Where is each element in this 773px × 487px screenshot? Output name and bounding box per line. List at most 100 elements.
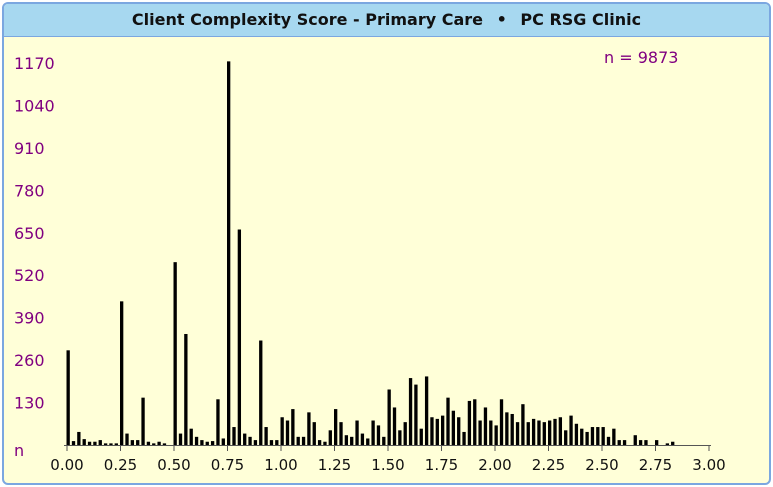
y-tick-label: 1040 xyxy=(14,96,55,115)
histogram-bar xyxy=(87,441,92,445)
histogram-bar xyxy=(590,427,595,445)
x-tick-label: 0.25 xyxy=(104,456,137,474)
histogram-bar xyxy=(210,441,215,445)
histogram-bar xyxy=(301,436,306,445)
x-tick-label: 2.00 xyxy=(478,456,511,474)
histogram-bar xyxy=(419,428,423,445)
y-axis-label: n xyxy=(14,441,24,460)
x-tick-label: 1.00 xyxy=(264,456,297,474)
y-tick-label: 130 xyxy=(14,394,45,413)
histogram-bar xyxy=(655,440,659,445)
histogram-bar xyxy=(259,340,263,445)
histogram-bar xyxy=(157,441,161,445)
x-tick-label: 2.50 xyxy=(585,456,618,474)
y-tick-label: 390 xyxy=(14,309,45,328)
histogram-bar xyxy=(205,441,209,445)
histogram-bar xyxy=(612,428,616,445)
histogram-bar xyxy=(152,443,156,445)
histogram-bar xyxy=(136,440,140,445)
histogram-bar xyxy=(542,422,546,445)
histogram-bar xyxy=(617,440,621,445)
histogram-bar xyxy=(408,378,413,445)
histogram-bar xyxy=(606,436,611,445)
histogram-bar xyxy=(499,399,504,445)
x-tick-label: 0.75 xyxy=(211,456,244,474)
histogram-bar xyxy=(430,417,434,445)
histogram-bar xyxy=(360,433,365,445)
x-tick-label: 0.00 xyxy=(50,456,83,474)
histogram-bar xyxy=(125,433,129,445)
histogram-bar xyxy=(194,436,199,445)
histogram-bar xyxy=(339,422,343,445)
histogram-bar xyxy=(227,61,231,445)
histogram-bar xyxy=(178,433,183,445)
histogram-bar xyxy=(355,420,359,445)
histogram-bar xyxy=(66,350,70,445)
histogram-bar xyxy=(489,420,493,445)
histogram-bar xyxy=(569,415,573,445)
histogram-bar xyxy=(216,399,220,445)
histogram-bar xyxy=(103,443,108,445)
histogram-bar xyxy=(553,418,557,445)
histogram-bar xyxy=(596,427,600,445)
histogram-bar xyxy=(93,441,97,445)
histogram-bar xyxy=(671,441,675,445)
sample-size-annotation: n = 9873 xyxy=(604,48,678,67)
histogram-bar xyxy=(264,427,268,445)
histogram-bar xyxy=(71,441,76,445)
histogram-bar xyxy=(531,418,536,445)
histogram-bar xyxy=(269,440,274,445)
histogram-bar xyxy=(114,443,118,445)
chart-title: Client Complexity Score - Primary Care xyxy=(131,10,484,29)
histogram-bar xyxy=(77,431,81,445)
histogram-bar xyxy=(291,409,295,445)
histogram-bars xyxy=(66,61,675,445)
histogram-bar xyxy=(387,389,391,445)
histogram-bar xyxy=(109,443,113,445)
histogram-bar xyxy=(98,440,102,445)
y-tick-label: 1170 xyxy=(14,54,55,73)
histogram-bar xyxy=(564,430,568,445)
histogram-bar xyxy=(232,427,236,445)
histogram-bar xyxy=(398,430,402,445)
histogram-bar xyxy=(285,420,290,445)
histogram-bar xyxy=(483,407,488,445)
histogram-bar xyxy=(82,439,86,445)
histogram-bar xyxy=(403,422,407,445)
histogram-bar xyxy=(441,415,445,445)
y-tick-labels: 130 260 390 520 650 780 910 1040 1170 xyxy=(14,54,55,413)
histogram-bar xyxy=(633,435,637,445)
histogram-bar xyxy=(451,410,456,445)
histogram-bar xyxy=(280,417,284,445)
histogram-bar xyxy=(328,430,332,445)
histogram-bar xyxy=(120,301,124,445)
histogram-bar xyxy=(253,440,258,445)
histogram-bar xyxy=(622,440,627,445)
y-tick-label: 910 xyxy=(14,139,45,158)
histogram-bar xyxy=(580,428,584,445)
histogram-bar xyxy=(344,435,349,445)
histogram-bar xyxy=(317,440,322,445)
x-tick-marks: 0.00 0.25 0.50 0.75 1.00 1.25 1.50 1.75 2.00 2.25… xyxy=(50,445,726,474)
histogram-bar xyxy=(382,436,386,445)
x-tick-label: 2.25 xyxy=(532,456,565,474)
histogram-bar xyxy=(184,333,188,445)
histogram-bar xyxy=(446,397,450,445)
histogram-bar xyxy=(162,443,167,445)
x-tick-label: 1.25 xyxy=(318,456,351,474)
chart-subtitle: PC RSG Clinic xyxy=(520,10,642,29)
histogram-bar xyxy=(243,433,247,445)
histogram-bar xyxy=(510,413,514,445)
histogram-bar xyxy=(435,418,439,445)
histogram-plot: n = 9873 n 130 260 390 520 650 780 910 1040 1170… xyxy=(14,48,726,474)
histogram-bar xyxy=(248,436,252,445)
histogram-bar xyxy=(601,427,605,445)
y-tick-label: 780 xyxy=(14,181,45,200)
x-tick-label: 0.50 xyxy=(157,456,190,474)
histogram-bar xyxy=(462,431,466,445)
histogram-bar xyxy=(146,441,151,445)
title-separator: • xyxy=(496,10,507,29)
histogram-bar xyxy=(457,417,461,445)
histogram-bar xyxy=(521,404,525,445)
